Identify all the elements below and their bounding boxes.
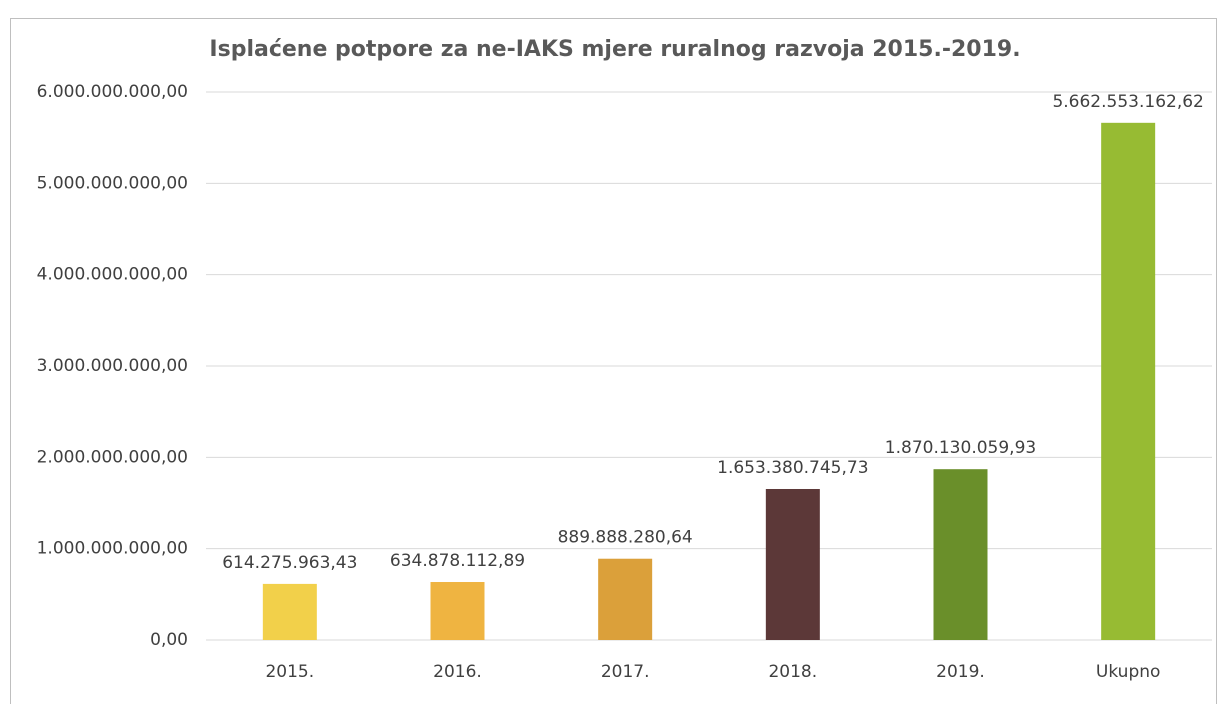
x-tick-label: 2015. xyxy=(265,662,314,682)
bar xyxy=(262,583,317,640)
x-tick-label: 2017. xyxy=(601,662,650,682)
data-label: 1.870.130.059,93 xyxy=(885,438,1036,458)
data-label: 889.888.280,64 xyxy=(558,528,693,548)
bar xyxy=(430,582,485,640)
chart-title: Isplaćene potpore za ne-IAKS mjere rural… xyxy=(209,37,1020,62)
y-tick-label: 2.000.000.000,00 xyxy=(37,447,188,467)
y-tick-label: 1.000.000.000,00 xyxy=(37,539,188,559)
x-tick-label: 2019. xyxy=(936,662,985,682)
y-tick-label: 4.000.000.000,00 xyxy=(37,265,188,285)
chart-border xyxy=(10,18,1217,704)
y-tick-label: 3.000.000.000,00 xyxy=(37,356,188,376)
data-label: 5.662.553.162,62 xyxy=(1052,92,1203,112)
bar xyxy=(765,488,820,640)
x-tick-label: 2018. xyxy=(768,662,817,682)
bar xyxy=(933,469,988,640)
y-tick-label: 0,00 xyxy=(150,630,188,650)
bar xyxy=(598,558,653,640)
x-tick-label: 2016. xyxy=(433,662,482,682)
data-label: 1.653.380.745,73 xyxy=(717,458,868,478)
y-tick-label: 5.000.000.000,00 xyxy=(37,173,188,193)
bar xyxy=(1101,122,1156,641)
data-label: 614.275.963,43 xyxy=(222,553,357,573)
y-tick-label: 6.000.000.000,00 xyxy=(37,82,188,102)
data-label: 634.878.112,89 xyxy=(390,551,525,571)
x-tick-label: Ukupno xyxy=(1096,662,1161,682)
